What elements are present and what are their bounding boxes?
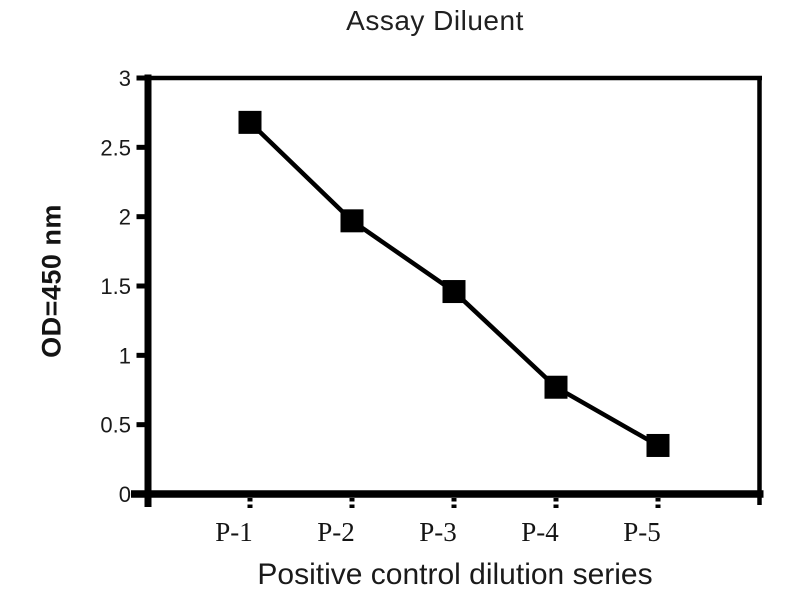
y-tick-label: 0 [119, 482, 131, 507]
y-tick-label: 2.5 [100, 135, 131, 160]
x-tick-label: P-4 [521, 517, 559, 547]
x-tick-dash [349, 498, 355, 502]
y-tick-label: 3 [119, 66, 131, 91]
data-point-marker [646, 433, 670, 457]
x-axis-title: Positive control dilution series [257, 558, 653, 591]
x-tick-dash [655, 498, 661, 502]
x-tick-dash [247, 504, 253, 508]
y-tick-label: 1 [119, 343, 131, 368]
x-tick-dash [553, 498, 559, 502]
y-tick-label: 2 [119, 205, 131, 230]
chart-title: Assay Diluent [346, 5, 524, 36]
x-tick-label: P-5 [623, 517, 661, 547]
data-point-marker [238, 110, 262, 134]
data-point-marker [442, 280, 466, 304]
x-tick-dash [247, 498, 253, 502]
x-tick-dash [451, 504, 457, 508]
y-tick-label: 1.5 [100, 274, 131, 299]
x-tick-label: P-3 [419, 517, 457, 547]
x-tick-label: P-1 [215, 517, 253, 547]
x-tick-dash [553, 504, 559, 508]
x-tick-dash [349, 504, 355, 508]
x-tick-label: P-2 [317, 517, 355, 547]
y-tick-label: 0.5 [100, 413, 131, 438]
data-point-marker [340, 209, 364, 233]
x-tick-dash [451, 498, 457, 502]
data-point-marker [544, 375, 568, 399]
x-tick-dash [655, 504, 661, 508]
